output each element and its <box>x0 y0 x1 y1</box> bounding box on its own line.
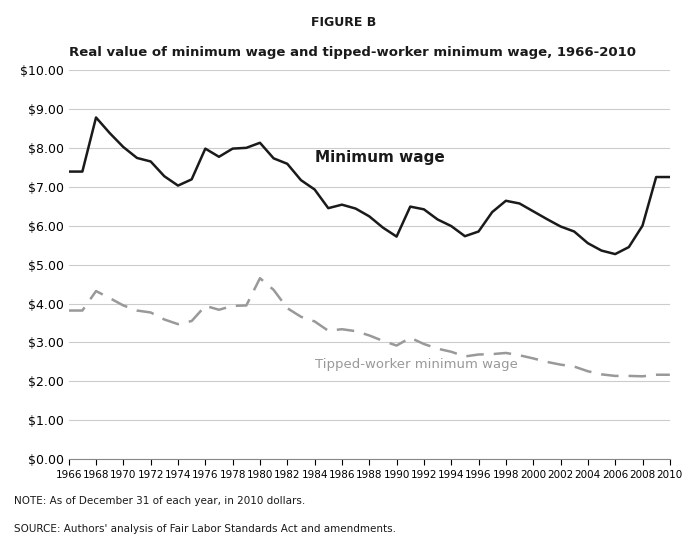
Text: SOURCE: Authors' analysis of Fair Labor Standards Act and amendments.: SOURCE: Authors' analysis of Fair Labor … <box>14 524 396 534</box>
Text: NOTE: As of December 31 of each year, in 2010 dollars.: NOTE: As of December 31 of each year, in… <box>14 496 305 506</box>
Text: FIGURE B: FIGURE B <box>311 16 376 30</box>
Text: Real value of minimum wage and tipped-worker minimum wage, 1966-2010: Real value of minimum wage and tipped-wo… <box>69 46 635 59</box>
Text: Minimum wage: Minimum wage <box>315 150 444 165</box>
Text: Tipped-worker minimum wage: Tipped-worker minimum wage <box>315 358 517 371</box>
